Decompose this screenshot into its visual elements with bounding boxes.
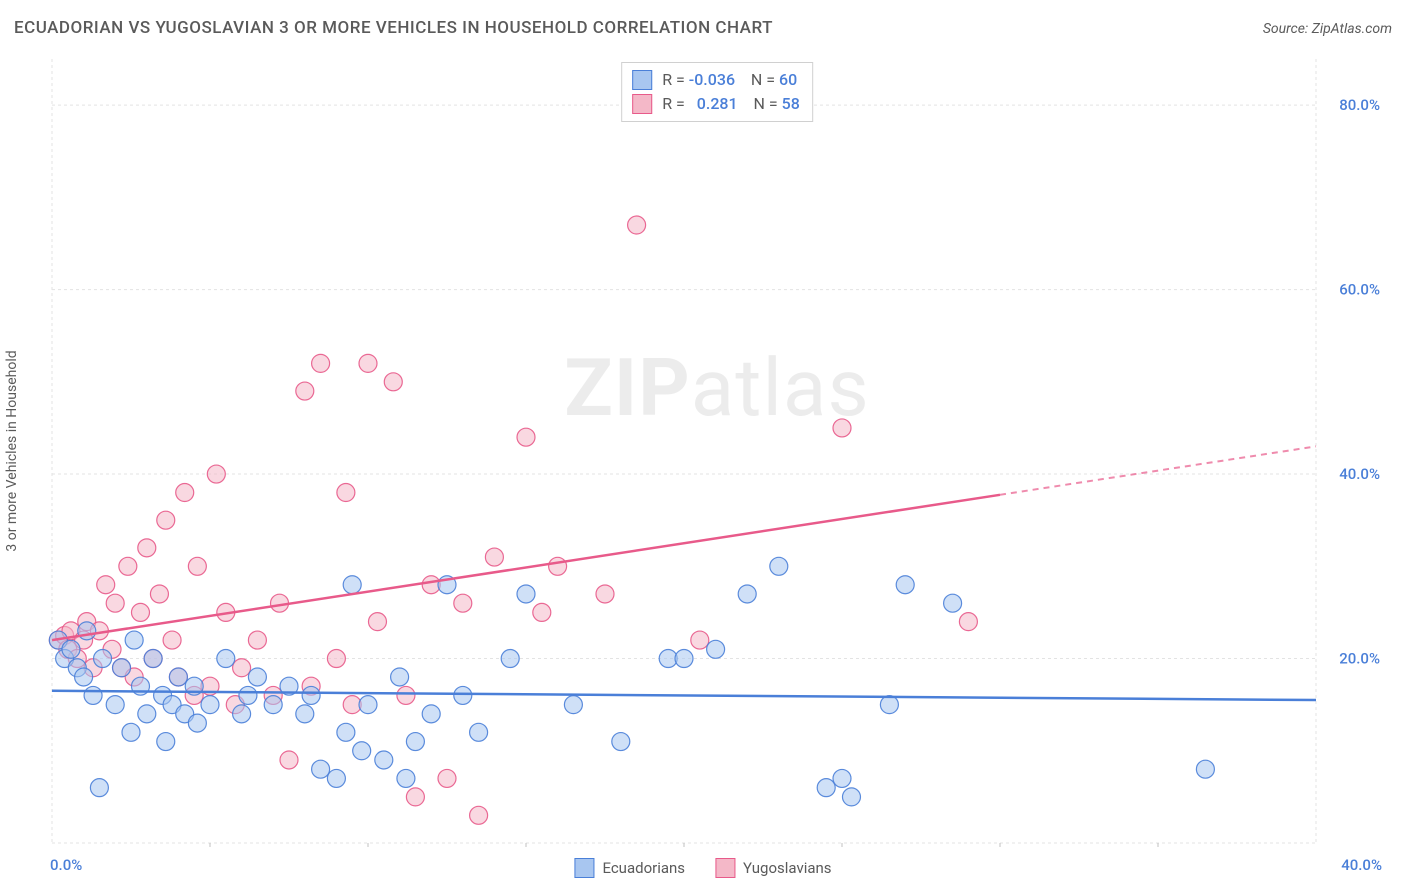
swatch-ecuadorians xyxy=(632,70,652,90)
svg-text:20.0%: 20.0% xyxy=(1339,650,1380,668)
legend-label-yugoslavians: Yugoslavians xyxy=(743,859,832,877)
svg-text:40.0%: 40.0% xyxy=(1339,465,1380,483)
series-ecuadorians xyxy=(49,557,1214,806)
x-tick-min: 0.0% xyxy=(50,856,82,874)
n-value-yugoslavians: 58 xyxy=(782,94,800,113)
source-link[interactable]: ZipAtlas.com xyxy=(1312,21,1392,37)
n-value-ecuadorians: 60 xyxy=(779,70,797,89)
scatter-chart-svg: 20.0% 40.0% 60.0% 80.0% xyxy=(48,55,1386,847)
svg-text:60.0%: 60.0% xyxy=(1339,281,1380,299)
correlation-legend: R = -0.036 N = 60 R = 0.281 N = 58 xyxy=(621,62,813,122)
chart-title: ECUADORIAN VS YUGOSLAVIAN 3 OR MORE VEHI… xyxy=(14,18,773,38)
swatch-yugoslavians-icon xyxy=(715,858,735,878)
legend-row-ecuadorians: R = -0.036 N = 60 xyxy=(632,68,800,92)
legend-text-ecuadorians: R = -0.036 N = 60 xyxy=(662,68,797,92)
swatch-ecuadorians-icon xyxy=(574,858,594,878)
r-value-yugoslavians: 0.281 xyxy=(689,94,738,113)
legend-item-ecuadorians: Ecuadorians xyxy=(574,858,685,878)
y-axis-label: 3 or more Vehicles in Household xyxy=(4,350,20,551)
r-value-ecuadorians: -0.036 xyxy=(689,70,735,89)
series-legend: Ecuadorians Yugoslavians xyxy=(574,858,831,878)
legend-text-yugoslavians: R = 0.281 N = 58 xyxy=(662,92,800,116)
x-tick-max: 40.0% xyxy=(1341,856,1382,874)
swatch-yugoslavians xyxy=(632,94,652,114)
chart-source: Source: ZipAtlas.com xyxy=(1263,21,1392,37)
svg-text:80.0%: 80.0% xyxy=(1339,96,1380,114)
source-label: Source: xyxy=(1263,21,1312,37)
chart-header: ECUADORIAN VS YUGOSLAVIAN 3 OR MORE VEHI… xyxy=(14,18,1392,38)
legend-row-yugoslavians: R = 0.281 N = 58 xyxy=(632,92,800,116)
plot-area: 3 or more Vehicles in Household R = -0.0… xyxy=(48,55,1386,847)
legend-label-ecuadorians: Ecuadorians xyxy=(602,859,685,877)
legend-item-yugoslavians: Yugoslavians xyxy=(715,858,832,878)
